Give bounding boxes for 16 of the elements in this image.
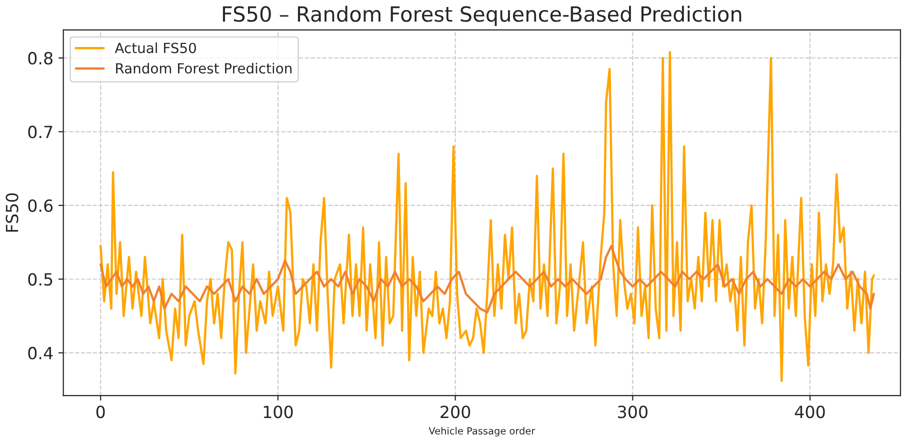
y-axis-title: FS50 bbox=[6, 193, 18, 232]
x-tick-label: 100 bbox=[264, 406, 293, 418]
y-tick-label: 0.7 bbox=[28, 126, 52, 138]
y-tick-label: 0.6 bbox=[28, 199, 53, 212]
y-tick-label: 0.8 bbox=[28, 52, 52, 65]
x-tick-label: 300 bbox=[618, 406, 648, 418]
x-axis-title: Vehicle Passage order bbox=[428, 427, 536, 436]
legend-label: Actual FS50 bbox=[114, 42, 196, 54]
legend-label: Random Forest Prediction bbox=[116, 62, 292, 74]
x-tick-label: 0 bbox=[96, 406, 105, 418]
chart-title: FS50 – Random Forest Sequence-Based Prediction bbox=[222, 6, 742, 26]
line-series bbox=[99, 244, 875, 314]
x-tick-label: 400 bbox=[794, 406, 825, 418]
y-tick-label: 0.4 bbox=[28, 346, 53, 360]
x-tick-label: 200 bbox=[440, 406, 470, 418]
y-tick-label: 0.5 bbox=[28, 273, 52, 286]
